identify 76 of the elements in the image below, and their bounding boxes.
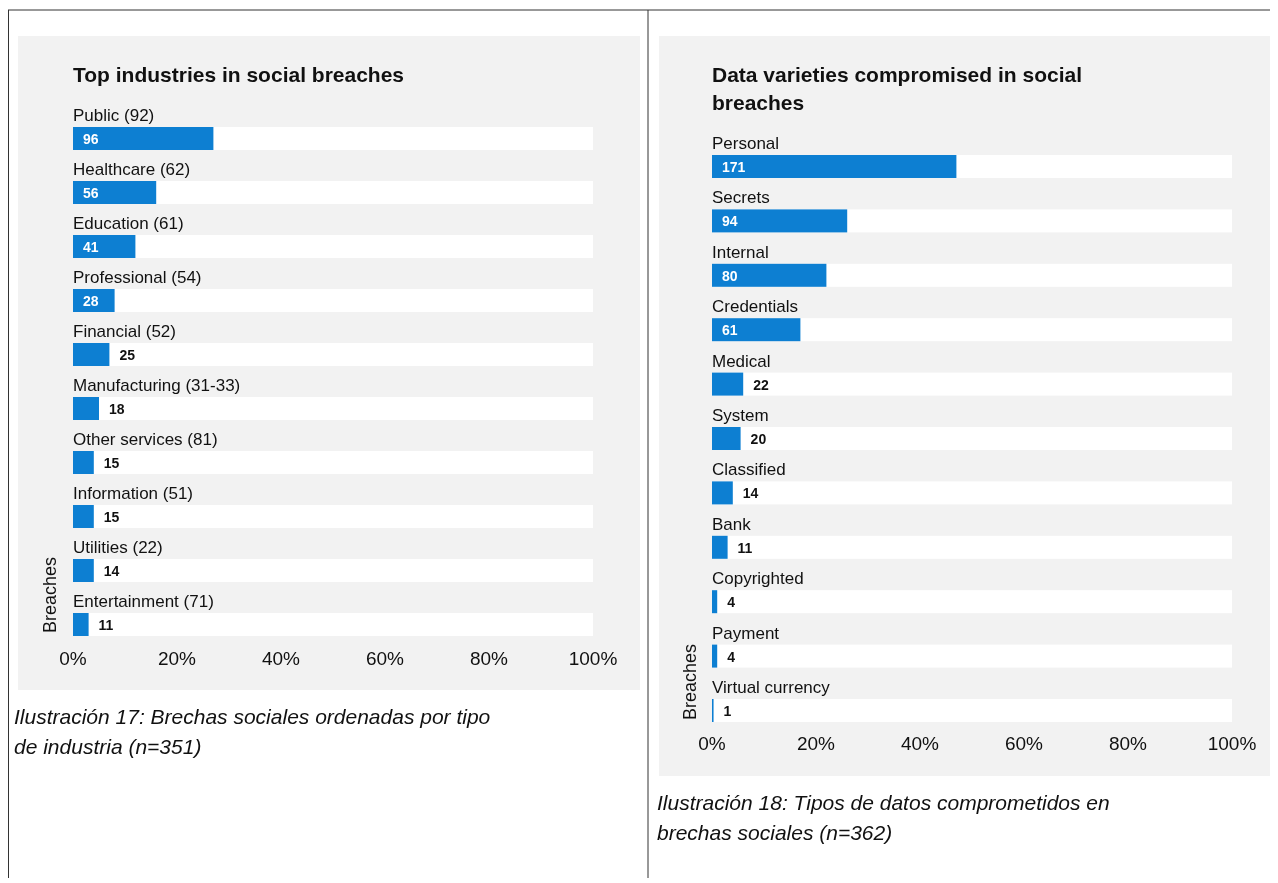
- y-tick-label: System: [712, 406, 769, 425]
- bar: [73, 235, 136, 258]
- bar: [712, 427, 741, 450]
- x-tick-label: 40%: [900, 733, 940, 754]
- annotation: 20: [750, 431, 767, 447]
- annotation: 15: [103, 509, 120, 525]
- annotation: 4: [727, 594, 736, 611]
- bar: [73, 505, 94, 528]
- y-tick-label: Virtual currency: [712, 678, 831, 697]
- annotation: 56: [83, 185, 99, 201]
- annotation: 1: [723, 703, 732, 719]
- bar: [712, 590, 718, 614]
- x-tick-label: 80%: [1108, 733, 1148, 754]
- x-tick-label: 40%: [261, 648, 301, 669]
- annotation: 25: [119, 347, 136, 363]
- y-tick-label: Bank: [712, 514, 752, 534]
- x-tick-label: 100%: [568, 648, 618, 669]
- annotation: 80: [722, 267, 738, 284]
- annotation: 15: [103, 455, 120, 471]
- annotation: 11: [98, 617, 114, 633]
- y-tick-label: Utilities (22): [73, 538, 163, 557]
- bar: [712, 535, 728, 559]
- annotation: 94: [722, 213, 738, 230]
- y-tick-label: Internal: [712, 242, 769, 262]
- text: Ilustración 18: Tipos de datos comprometidos en brechas sociales (n=362): [657, 791, 1110, 844]
- bar: [712, 644, 718, 668]
- y-tick-label: Medical: [712, 351, 771, 371]
- bar: [712, 263, 827, 287]
- x-tick-label: 100%: [1207, 733, 1257, 754]
- chart-title: Data varieties compromised in social breaches: [712, 63, 1082, 114]
- text: Ilustración 17: Brechas sociales ordenadas por tipo de industria (n=351): [14, 705, 491, 758]
- annotation: 14: [103, 563, 120, 579]
- y-tick-label: Information (51): [73, 484, 193, 503]
- annotation: 28: [83, 293, 99, 309]
- y-tick-label: Classified: [712, 460, 786, 480]
- y-tick-label: Secrets: [712, 188, 770, 208]
- bar: [73, 181, 157, 204]
- x-tick-label: 60%: [365, 648, 405, 669]
- y-tick-label: Credentials: [712, 297, 798, 317]
- x-tick-label: 20%: [796, 733, 836, 754]
- annotation: 11: [737, 539, 753, 556]
- y-tick-label: Copyrighted: [712, 569, 804, 589]
- y-tick-label: Professional (54): [73, 268, 202, 287]
- bar: [73, 613, 89, 636]
- bar: [712, 481, 733, 505]
- annotation: 171: [722, 159, 746, 175]
- chart-title: Top industries in social breaches: [73, 63, 405, 86]
- bar: [73, 397, 99, 420]
- annotation: 41: [83, 239, 99, 255]
- y-tick-label: Entertainment (71): [73, 592, 214, 611]
- y-tick-label: Public (92): [73, 106, 155, 125]
- annotation: 61: [722, 322, 738, 339]
- x-tick-label: 0%: [59, 648, 87, 669]
- y-axis-title: Breaches: [40, 556, 60, 633]
- bar: [73, 451, 94, 474]
- x-tick-label: 0%: [698, 733, 726, 754]
- y-tick-label: Education (61): [73, 214, 184, 233]
- bar: [712, 372, 744, 396]
- y-tick-label: Manufacturing (31-33): [73, 376, 241, 395]
- bar: [712, 318, 801, 342]
- y-tick-label: Payment: [712, 623, 780, 643]
- x-tick-label: 20%: [157, 648, 197, 669]
- y-tick-label: Healthcare (62): [73, 160, 191, 179]
- y-axis-title: Breaches: [680, 643, 700, 720]
- annotation: 14: [742, 485, 759, 502]
- annotation: 18: [109, 401, 125, 417]
- y-tick-label: Personal: [712, 134, 780, 153]
- annotation: 96: [83, 131, 99, 147]
- bar: [73, 343, 110, 366]
- bar: [73, 559, 94, 582]
- annotation: 22: [753, 376, 769, 393]
- x-tick-label: 80%: [469, 648, 509, 669]
- x-tick-label: 60%: [1004, 733, 1044, 754]
- y-tick-label: Other services (81): [73, 430, 218, 449]
- y-tick-label: Financial (52): [73, 322, 176, 341]
- annotation: 4: [727, 648, 736, 665]
